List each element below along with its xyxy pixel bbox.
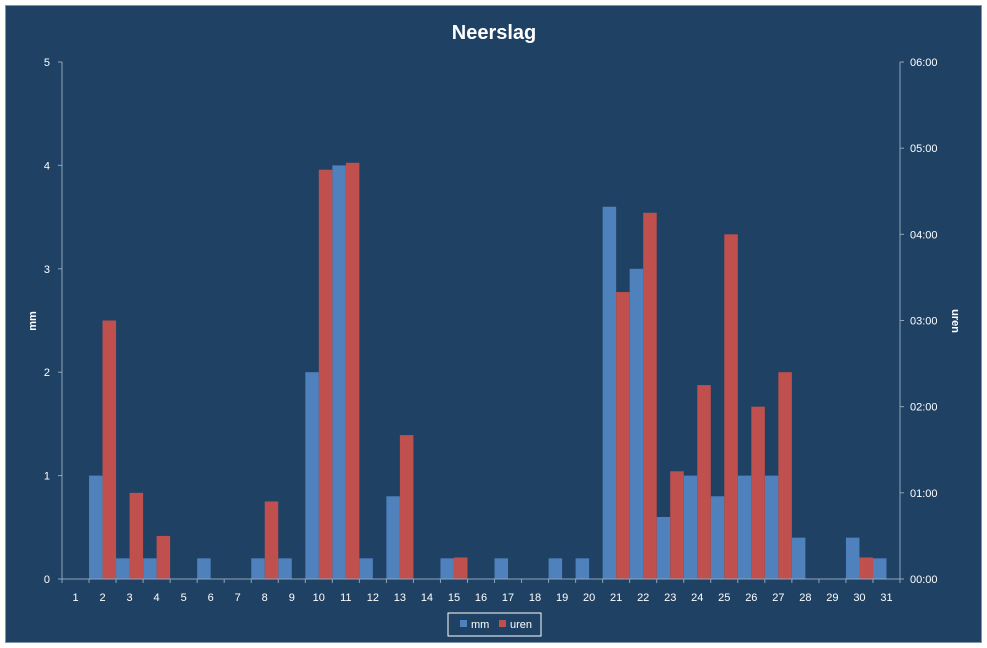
y2-tick-label: 06:00	[910, 57, 938, 69]
x-tick-label: 21	[610, 592, 622, 604]
bar-uren-10	[318, 169, 333, 579]
x-tick-label: 5	[181, 592, 187, 604]
bar-mm-30	[845, 537, 860, 579]
bar-mm-28	[791, 537, 806, 579]
bar-uren-25	[724, 234, 738, 579]
y-tick-label: 3	[44, 264, 50, 276]
bar-uren-23	[670, 471, 684, 579]
x-tick-label: 29	[826, 592, 838, 604]
bar-mm-21	[602, 206, 617, 579]
x-tick-label: 15	[448, 592, 460, 604]
bar-uren-27	[778, 372, 792, 579]
x-tick-label: 16	[475, 592, 487, 604]
y2-tick-label: 02:00	[910, 402, 938, 414]
x-tick-label: 20	[583, 592, 595, 604]
y-axis-title: mm	[27, 311, 39, 331]
y2-tick-label: 00:00	[910, 574, 938, 586]
y-tick-label: 2	[44, 367, 50, 379]
y-tick-label: 0	[44, 574, 50, 586]
bar-uren-24	[697, 385, 711, 580]
x-tick-label: 12	[367, 592, 379, 604]
bar-uren-2	[102, 320, 117, 579]
y2-tick-label: 03:00	[910, 316, 938, 328]
bar-mm-31	[872, 558, 887, 579]
bar-mm-2	[89, 475, 103, 579]
y-tick-label: 4	[44, 160, 50, 172]
bar-uren-22	[643, 212, 657, 580]
x-tick-label: 22	[637, 592, 649, 604]
x-tick-label: 4	[154, 592, 160, 604]
bar-mm-22	[629, 268, 644, 579]
bar-uren-26	[751, 406, 765, 579]
bar-uren-13	[399, 435, 414, 579]
bar-mm-13	[386, 496, 400, 579]
x-tick-label: 30	[853, 592, 865, 604]
legend: mm uren	[447, 612, 542, 637]
chart-svg: Neerslag mm uren 01234500:0001:0002:0003…	[27, 22, 961, 637]
x-tick-label: 10	[313, 592, 325, 604]
y2-axis-title: uren	[949, 309, 961, 333]
bar-mm-17	[494, 558, 509, 579]
chart-title: Neerslag	[452, 22, 537, 44]
x-tick-label: 14	[421, 592, 433, 604]
x-tick-label: 24	[691, 592, 703, 604]
y2-tick-label: 04:00	[910, 229, 938, 241]
y-tick-label: 5	[44, 57, 50, 69]
bar-mm-24	[683, 475, 698, 579]
legend-swatch-uren	[499, 620, 506, 627]
bar-uren-4	[156, 535, 171, 579]
bar-uren-21	[616, 292, 630, 579]
bar-mm-27	[764, 475, 779, 579]
bar-mm-10	[305, 372, 319, 579]
bar-mm-8	[251, 558, 265, 579]
bar-mm-9	[278, 558, 292, 579]
bar-mm-20	[575, 558, 590, 579]
bar-mm-4	[143, 558, 157, 579]
legend-swatch-mm	[460, 620, 467, 627]
x-tick-label: 17	[502, 592, 514, 604]
bars-group	[89, 162, 887, 580]
bar-uren-3	[129, 492, 144, 579]
chart-frame: Neerslag mm uren 0 1 2 3 4 5 00:00 01:00 02:00 03…	[5, 5, 982, 643]
x-tick-label: 26	[745, 592, 757, 604]
legend-box	[447, 612, 542, 637]
bar-mm-15	[440, 558, 454, 579]
x-tick-label: 11	[340, 592, 351, 604]
axes-group: 01234500:0001:0002:0003:0004:0005:0006:0…	[44, 57, 938, 604]
x-tick-label: 13	[394, 592, 406, 604]
x-tick-label: 18	[529, 592, 541, 604]
x-tick-label: 6	[208, 592, 214, 604]
x-tick-label: 3	[127, 592, 133, 604]
y2-tick-label: 01:00	[910, 488, 938, 500]
y2-tick-label: 05:00	[910, 143, 938, 155]
x-tick-label: 28	[799, 592, 811, 604]
x-tick-label: 25	[718, 592, 730, 604]
x-tick-label: 27	[772, 592, 784, 604]
x-tick-label: 7	[235, 592, 241, 604]
bar-mm-23	[656, 516, 671, 579]
bar-mm-3	[116, 558, 130, 579]
bar-mm-12	[359, 558, 373, 579]
bar-uren-30	[859, 557, 873, 579]
x-tick-label: 1	[72, 592, 78, 604]
bar-mm-25	[710, 496, 725, 579]
x-tick-label: 9	[289, 592, 295, 604]
x-tick-label: 31	[880, 592, 892, 604]
bar-uren-15	[453, 557, 468, 579]
x-tick-label: 8	[262, 592, 268, 604]
bar-uren-8	[264, 501, 279, 579]
bar-mm-26	[737, 475, 752, 579]
x-tick-label: 2	[99, 592, 105, 604]
bar-mm-6	[197, 558, 211, 579]
legend-label-mm: mm	[471, 619, 489, 631]
x-tick-label: 19	[556, 592, 568, 604]
legend-label-uren: uren	[510, 619, 532, 631]
y-tick-label: 1	[44, 471, 50, 483]
bar-mm-19	[548, 558, 563, 579]
x-tick-label: 23	[664, 592, 676, 604]
bar-mm-11	[332, 165, 346, 579]
bar-uren-11	[345, 162, 360, 579]
